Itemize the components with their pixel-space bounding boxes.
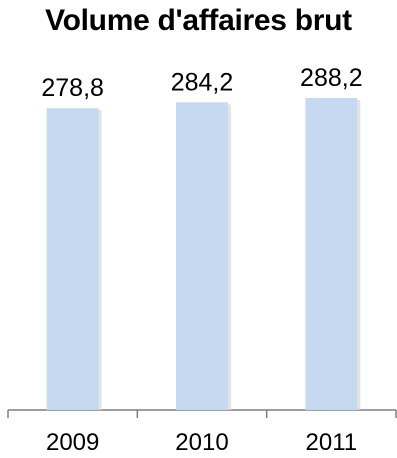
data-label-2011: 288,2 — [300, 64, 363, 92]
bar-2011 — [305, 98, 358, 410]
x-tick-label-2010: 2010 — [175, 429, 228, 456]
x-tick-label-2011: 2011 — [306, 429, 358, 456]
bar-2010 — [176, 102, 228, 411]
data-label-2009: 278,8 — [41, 74, 104, 102]
x-tick-label-2009: 2009 — [46, 429, 99, 456]
chart-title: Volume d'affaires brut — [45, 4, 352, 37]
bar-2009 — [46, 108, 99, 410]
data-label-2010: 284,2 — [171, 68, 234, 96]
